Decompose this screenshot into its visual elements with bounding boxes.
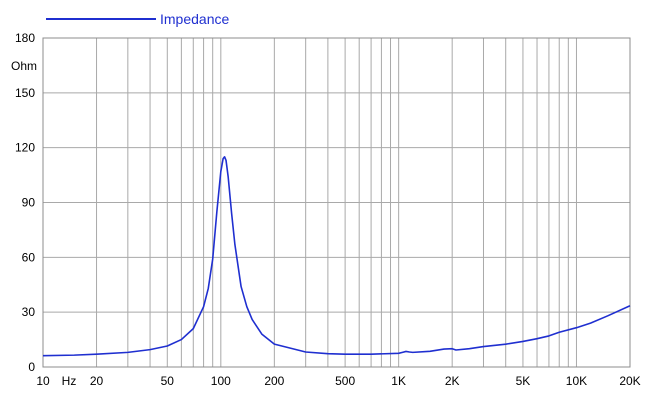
x-tick-label: 100 (211, 374, 231, 388)
grid-lines (43, 38, 630, 367)
y-tick-label: 90 (22, 196, 36, 210)
y-tick-label: 30 (22, 305, 36, 319)
x-tick-label: 50 (161, 374, 175, 388)
x-tick-label: 20K (619, 374, 640, 388)
y-tick-label: 150 (15, 86, 35, 100)
tick-labels: 10 20 50 100 200 500 1K 2K 5K 10K 20K 0 30 60 90 120 150… (15, 31, 641, 388)
x-tick-label: 200 (264, 374, 284, 388)
y-tick-label: 60 (22, 250, 36, 264)
x-tick-label: 10 (36, 374, 50, 388)
plot-area-frame (42, 37, 631, 368)
legend: Impedance (46, 11, 229, 27)
x-tick-label: 2K (445, 374, 460, 388)
x-tick-label: 5K (516, 374, 531, 388)
x-axis-unit-label: Hz (62, 374, 77, 388)
x-tick-label: 500 (335, 374, 355, 388)
y-axis-unit-label: Ohm (11, 59, 37, 73)
y-tick-label: 0 (28, 360, 35, 374)
series-layer (42, 156, 631, 357)
y-tick-label: 180 (15, 31, 35, 45)
legend-label-impedance: Impedance (160, 11, 229, 27)
x-tick-label: 1K (391, 374, 406, 388)
x-tick-label: 10K (566, 374, 587, 388)
y-tick-label: 120 (15, 141, 35, 155)
series-line-impedance (42, 156, 631, 357)
x-tick-label: 20 (90, 374, 104, 388)
